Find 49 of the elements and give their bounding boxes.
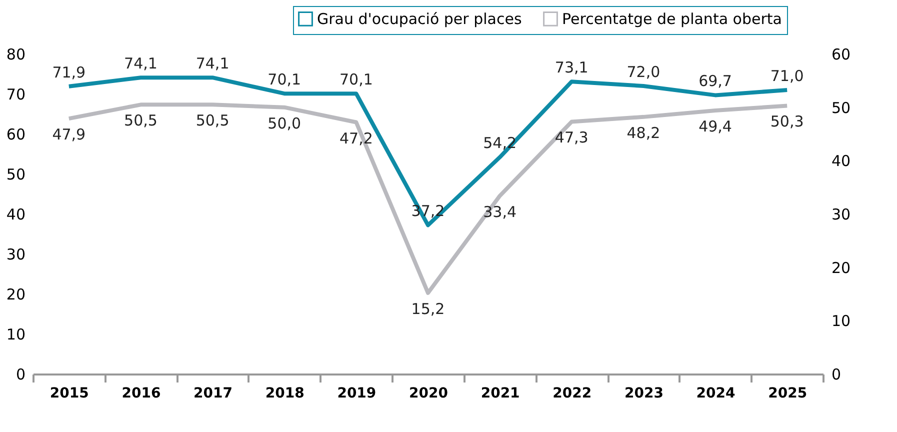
y2-tick-label: 50 [832,98,851,117]
data-label: 70,1 [339,70,373,89]
y-tick-label: 70 [6,86,26,104]
x-tick-label: 2015 [50,386,89,402]
data-label: 73,1 [554,58,588,77]
data-label: 33,4 [483,202,517,221]
y-tick-label: 0 [16,366,26,384]
data-label: 74,1 [124,54,158,73]
y-tick-label: 40 [6,206,26,224]
x-tick-label: 2016 [122,386,161,402]
data-label: 50,5 [196,112,230,130]
data-label: 48,2 [626,124,660,142]
y2-tick-label: 10 [832,312,851,330]
x-tick-label: 2025 [768,386,808,402]
x-tick-label: 2022 [552,386,592,402]
x-tick-label: 2020 [409,386,448,402]
data-label: 50,3 [770,112,804,131]
y2-tick-label: 40 [832,152,851,170]
x-tick-label: 2023 [624,386,664,402]
y-tick-label: 30 [6,246,26,264]
data-label: 15,2 [411,300,445,318]
data-label: 72,0 [626,63,660,81]
data-label: 74,1 [196,54,230,73]
y2-tick-label: 0 [832,366,842,384]
x-tick-label: 2021 [480,386,520,402]
x-tick-label: 2018 [265,386,304,402]
y-tick-label: 50 [6,166,26,184]
y-tick-label: 80 [6,46,26,64]
y2-tick-label: 60 [832,46,851,64]
y-tick-label: 60 [6,126,26,144]
y-tick-label: 10 [6,326,26,344]
data-label: 50,5 [124,112,158,130]
data-label: 69,7 [698,72,732,90]
x-tick-label: 2024 [696,386,736,402]
data-label: 47,9 [52,126,86,144]
data-label: 70,1 [268,70,302,89]
data-label: 71,9 [52,63,86,82]
data-label: 49,4 [698,118,732,136]
data-label: 47,3 [554,128,588,147]
y2-tick-label: 20 [832,258,851,277]
legend-label: Percentatge de planta oberta [562,10,782,28]
x-tick-label: 2017 [194,386,233,402]
y2-tick-label: 30 [832,206,851,224]
x-tick-label: 2019 [337,386,376,402]
legend-label: Grau d'ocupació per places [317,10,522,28]
y-tick-label: 20 [6,286,26,304]
data-label: 50,0 [268,114,302,132]
data-label: 47,2 [339,129,373,148]
data-label: 71,0 [770,67,804,85]
